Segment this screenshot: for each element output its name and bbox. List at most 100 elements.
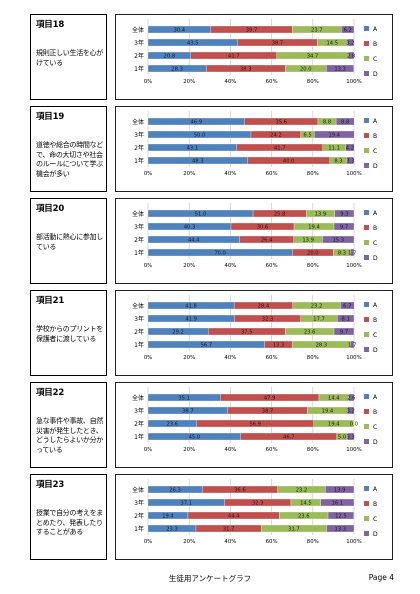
x-tick-label: 0% bbox=[144, 79, 153, 85]
data-label: 23.6 bbox=[304, 330, 316, 336]
footer-title: 生徒用アンケートグラフ bbox=[168, 574, 252, 583]
data-label: 8.3 bbox=[334, 159, 342, 165]
data-label: 12.5 bbox=[335, 514, 347, 520]
x-tick-label: 100% bbox=[346, 355, 361, 361]
data-label: 8.3 bbox=[338, 251, 346, 257]
data-label: 28.4 bbox=[258, 304, 270, 310]
item-label: 項目20 bbox=[36, 204, 65, 214]
bar-segment-d bbox=[347, 432, 355, 441]
data-label: 20.0 bbox=[300, 67, 312, 73]
bar-segment-d bbox=[348, 393, 355, 402]
data-label: 13.3 bbox=[335, 527, 347, 533]
survey-item: 項目18 規則正しい生活を心がけている 全体 30.4 39.7 23.7 6.2 3年 43.… bbox=[30, 14, 395, 102]
bar-segment-d bbox=[337, 314, 355, 323]
data-label: 14.5 bbox=[300, 501, 312, 507]
data-label: 25.8 bbox=[274, 212, 286, 218]
category-label: 2年 bbox=[134, 52, 144, 60]
data-label: 19.4 bbox=[328, 133, 340, 139]
question-text: 規則正しい生活を心がけている bbox=[36, 49, 103, 67]
data-label: 34.7 bbox=[307, 54, 319, 60]
stacked-bar-chart: 全体 51.0 25.8 13.9 9.3 3年 40.3 30.6 19.4 9.7 2年 44.4… bbox=[132, 203, 378, 269]
data-label: 3.2 bbox=[346, 41, 354, 47]
data-label: 6.2 bbox=[343, 28, 351, 34]
x-tick-label: 80% bbox=[307, 447, 319, 453]
data-label: 31.7 bbox=[223, 527, 235, 533]
bar-segment-d bbox=[320, 498, 355, 507]
bar-segment-d bbox=[325, 485, 355, 494]
x-tick-label: 40% bbox=[224, 263, 236, 269]
data-label: 43.5 bbox=[187, 41, 199, 47]
question-box: 項目22 急な事件や事故、自然災害が発生したとき、どうしたらよいか分かっている bbox=[30, 382, 107, 468]
survey-item: 項目19 道徳や総合の時間などで、命の大切さや社会のルールについて学ぶ機会が多い全… bbox=[30, 106, 395, 194]
category-label: 3年 bbox=[134, 223, 144, 231]
data-label: 23.6 bbox=[298, 514, 310, 520]
legend-label: C bbox=[373, 148, 377, 155]
page-number: Page 4 bbox=[368, 573, 394, 582]
x-tick-label: 20% bbox=[183, 355, 195, 361]
stacked-bar-chart: 全体 30.4 39.7 23.7 6.2 3年 43.5 38.7 14.5 3.2 2年 20.8… bbox=[132, 19, 378, 85]
x-tick-label: 60% bbox=[266, 355, 278, 361]
legend-swatch bbox=[364, 225, 369, 230]
data-label: 40.3 bbox=[184, 225, 196, 231]
data-label: 3.3 bbox=[346, 159, 354, 165]
legend-label: D bbox=[373, 439, 378, 446]
category-label: 全体 bbox=[132, 394, 144, 402]
data-label: 46.9 bbox=[191, 120, 203, 126]
category-label: 3年 bbox=[134, 499, 144, 507]
data-label: 41.8 bbox=[185, 304, 197, 310]
legend-swatch bbox=[364, 394, 369, 399]
data-label: 5.0 bbox=[338, 435, 346, 441]
question-box: 項目21 学校からのプリントを保護者に渡している bbox=[30, 290, 107, 376]
legend-label: B bbox=[373, 409, 377, 416]
bar-segment-d bbox=[326, 524, 355, 533]
data-label: 23.2 bbox=[311, 304, 323, 310]
data-label: 14.5 bbox=[326, 41, 338, 47]
data-label: 17.7 bbox=[313, 317, 325, 323]
data-label: 23.6 bbox=[167, 422, 179, 428]
legend-label: D bbox=[373, 71, 378, 78]
legend-label: A bbox=[373, 26, 378, 33]
legend-label: B bbox=[373, 41, 377, 48]
legend-swatch bbox=[364, 240, 369, 245]
legend-swatch bbox=[364, 41, 369, 46]
legend-swatch bbox=[364, 133, 369, 138]
legend-swatch bbox=[364, 347, 369, 352]
bar-segment-d bbox=[333, 327, 355, 336]
category-label: 1年 bbox=[134, 341, 144, 349]
question-text: 学校からのプリントを保護者に渡している bbox=[36, 325, 103, 343]
data-label: 19.4 bbox=[162, 514, 174, 520]
legend-label: C bbox=[373, 516, 377, 523]
x-tick-label: 80% bbox=[307, 539, 319, 545]
data-label: 30.6 bbox=[257, 225, 269, 231]
bar-segment-d bbox=[333, 222, 355, 231]
question-text: 部活動に熱心に参加している bbox=[36, 233, 103, 251]
chart-frame: 全体 51.0 25.8 13.9 9.3 3年 40.3 30.6 19.4 9.7 2年 44.4… bbox=[115, 198, 393, 284]
data-label: 20.0 bbox=[307, 251, 319, 257]
legend-label: D bbox=[373, 531, 378, 538]
x-tick-label: 0% bbox=[144, 355, 153, 361]
data-label: 41.7 bbox=[274, 146, 286, 152]
x-tick-label: 60% bbox=[266, 539, 278, 545]
legend-label: A bbox=[373, 394, 378, 401]
legend-swatch bbox=[364, 148, 369, 153]
x-tick-label: 60% bbox=[266, 79, 278, 85]
data-label: 1.7 bbox=[348, 251, 356, 257]
data-label: 56.9 bbox=[249, 422, 261, 428]
bar-segment-d bbox=[347, 38, 354, 47]
legend-swatch bbox=[364, 516, 369, 521]
data-label: 51.0 bbox=[195, 212, 207, 218]
legend-label: A bbox=[373, 118, 378, 125]
survey-item: 項目21 学校からのプリントを保護者に渡している 全体 41.8 28.4 23.2 6.7… bbox=[30, 290, 395, 378]
stacked-bar-chart: 全体 35.1 47.9 14.4 2.6 3年 38.7 38.7 19.4 3.2 2年 23.6… bbox=[132, 387, 378, 453]
category-label: 全体 bbox=[132, 302, 144, 310]
legend-swatch bbox=[364, 531, 369, 536]
x-tick-label: 20% bbox=[183, 539, 195, 545]
data-label: 35.6 bbox=[276, 120, 288, 126]
legend-label: D bbox=[373, 347, 378, 354]
data-label: 44.4 bbox=[228, 514, 240, 520]
data-label: 13.3 bbox=[273, 343, 285, 349]
data-label: 13.3 bbox=[334, 67, 346, 73]
category-label: 1年 bbox=[134, 249, 144, 257]
data-label: 16.1 bbox=[332, 501, 344, 507]
question-box: 項目20 部活動に熱心に参加している bbox=[30, 198, 107, 284]
